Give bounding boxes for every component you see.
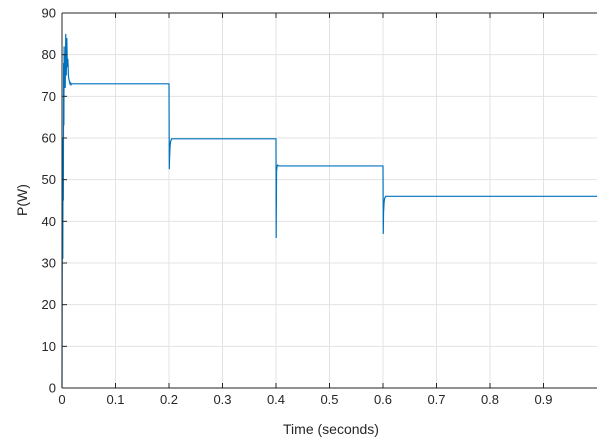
grid-lines <box>62 13 597 388</box>
y-tick-label: 30 <box>42 256 56 271</box>
y-tick-label: 40 <box>42 214 56 229</box>
x-tick-label: 0.5 <box>320 392 338 407</box>
series-line <box>61 33 597 389</box>
y-tick-label: 0 <box>49 381 56 396</box>
x-tick-label: 0.1 <box>106 392 124 407</box>
series-layer <box>61 33 597 389</box>
x-tick-label: 0.7 <box>427 392 445 407</box>
x-tick-label: 0 <box>58 392 65 407</box>
y-tick-label: 70 <box>42 89 56 104</box>
y-tick-label: 60 <box>42 131 56 146</box>
x-axis-label: Time (seconds) <box>283 421 379 437</box>
x-tick-label: 0.8 <box>481 392 499 407</box>
y-tick-label: 50 <box>42 172 56 187</box>
x-axis-ticks: 0 0.1 0.2 0.3 0.4 0.5 0.6 0.7 0.8 0.9 <box>58 13 553 407</box>
x-tick-label: 0.4 <box>267 392 285 407</box>
y-axis-label: P(W) <box>14 184 30 216</box>
x-tick-label: 0.9 <box>534 392 552 407</box>
x-tick-label: 0.6 <box>374 392 392 407</box>
y-tick-label: 20 <box>42 297 56 312</box>
y-tick-label: 80 <box>42 47 56 62</box>
y-tick-label: 10 <box>42 339 56 354</box>
y-axis-ticks: 0 10 20 30 40 50 60 70 80 90 <box>42 6 67 396</box>
x-tick-label: 0.3 <box>213 392 231 407</box>
x-tick-label: 0.2 <box>160 392 178 407</box>
y-tick-label: 90 <box>42 6 56 21</box>
